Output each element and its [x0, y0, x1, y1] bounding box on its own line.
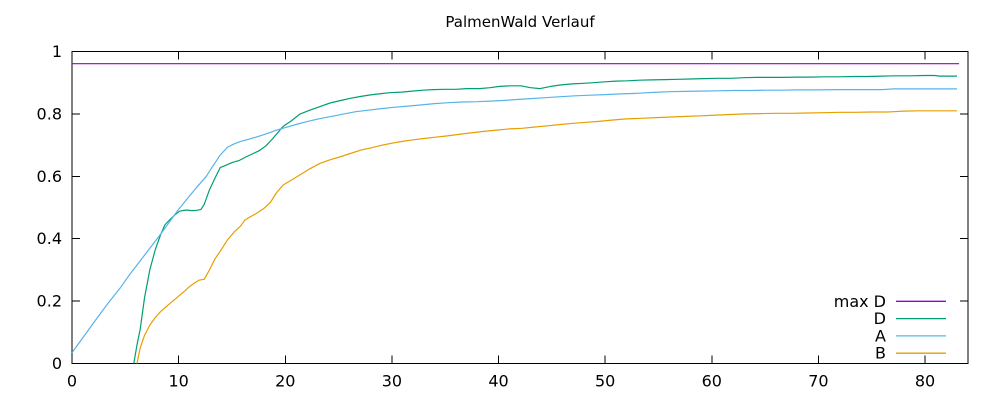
x-tick-label: 40 [488, 372, 508, 391]
legend-label-d: D [874, 309, 886, 328]
x-tick-label: 80 [915, 372, 935, 391]
x-tick-label: 70 [808, 372, 828, 391]
x-tick-label: 10 [168, 372, 188, 391]
y-tick-label: 0.6 [37, 167, 62, 186]
chart-title: PalmenWald Verlauf [445, 13, 595, 31]
axes-layer: 0 10 20 30 40 50 60 70 80 0 0.2 0.4 0.6 0.8 1 [37, 42, 969, 391]
x-tick-label: 60 [702, 372, 722, 391]
legend-label-max-d: max D [834, 292, 886, 311]
y-tick-label: 0.8 [37, 104, 62, 123]
y-tick-label: 1 [52, 42, 62, 61]
series-line-a [71, 88, 957, 353]
series-line-d [133, 74, 957, 364]
x-tick-label: 20 [275, 372, 295, 391]
y-tick-label: 0.4 [37, 229, 62, 248]
y-tick-label: 0.2 [37, 292, 62, 311]
legend-label-a: A [875, 326, 886, 345]
x-tick-label: 0 [67, 372, 77, 391]
x-tick-label: 50 [595, 372, 615, 391]
plot-border [71, 51, 969, 364]
series-layer [71, 63, 960, 364]
y-tick-label: 0 [52, 354, 62, 373]
series-line-b [136, 110, 957, 364]
x-tick-label: 30 [382, 372, 402, 391]
legend-label-b: B [875, 344, 886, 363]
